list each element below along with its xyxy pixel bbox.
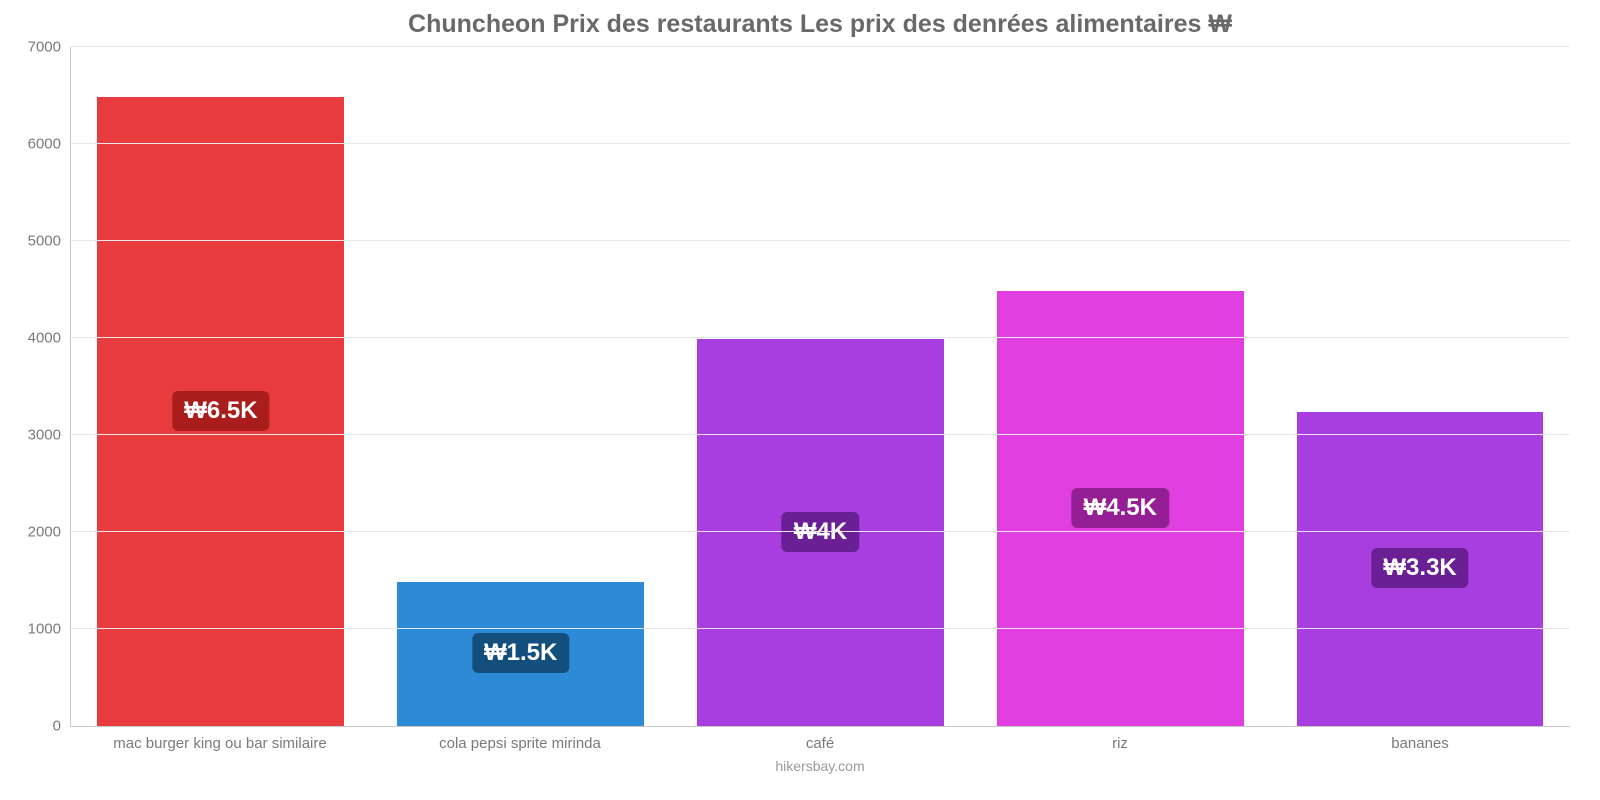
x-axis-labels: mac burger king ou bar similairecola pep…: [70, 735, 1570, 752]
y-tick-label: 4000: [28, 330, 71, 347]
grid-line: [71, 628, 1570, 629]
source-label: hikersbay.com: [70, 758, 1570, 774]
grid-line: [71, 46, 1570, 47]
grid-line: [71, 143, 1570, 144]
grid-line: [71, 240, 1570, 241]
grid-line: [71, 531, 1570, 532]
y-tick-label: 7000: [28, 39, 71, 56]
bar-slot: ₩4.5K: [970, 47, 1270, 726]
data-label: ₩6.5K: [172, 391, 269, 431]
price-bar-chart: Chuncheon Prix des restaurants Les prix …: [0, 0, 1600, 800]
data-label: ₩3.3K: [1371, 548, 1468, 588]
data-label: ₩4.5K: [1072, 488, 1169, 528]
grid-line: [71, 434, 1570, 435]
y-tick-label: 2000: [28, 524, 71, 541]
x-tick-label: mac burger king ou bar similaire: [70, 735, 370, 752]
x-tick-label: bananes: [1270, 735, 1570, 752]
x-tick-label: cola pepsi sprite mirinda: [370, 735, 670, 752]
x-tick-label: riz: [970, 735, 1270, 752]
bar-slot: ₩6.5K: [71, 47, 371, 726]
plot-area: ₩6.5K₩1.5K₩4K₩4.5K₩3.3K 0100020003000400…: [70, 47, 1570, 727]
bar-slot: ₩4K: [671, 47, 971, 726]
y-tick-label: 5000: [28, 233, 71, 250]
grid-line: [71, 337, 1570, 338]
y-tick-label: 0: [53, 718, 71, 735]
y-tick-label: 1000: [28, 621, 71, 638]
bar-slot: ₩1.5K: [371, 47, 671, 726]
chart-title: Chuncheon Prix des restaurants Les prix …: [70, 0, 1570, 47]
x-tick-label: café: [670, 735, 970, 752]
bar-slot: ₩3.3K: [1270, 47, 1570, 726]
data-label: ₩1.5K: [472, 633, 569, 673]
bar-container: ₩6.5K ₩1.5K ₩4K ₩4.5K ₩3.3K: [71, 47, 1570, 726]
y-tick-label: 3000: [28, 427, 71, 444]
y-tick-label: 6000: [28, 136, 71, 153]
data-label: ₩4K: [782, 512, 859, 552]
